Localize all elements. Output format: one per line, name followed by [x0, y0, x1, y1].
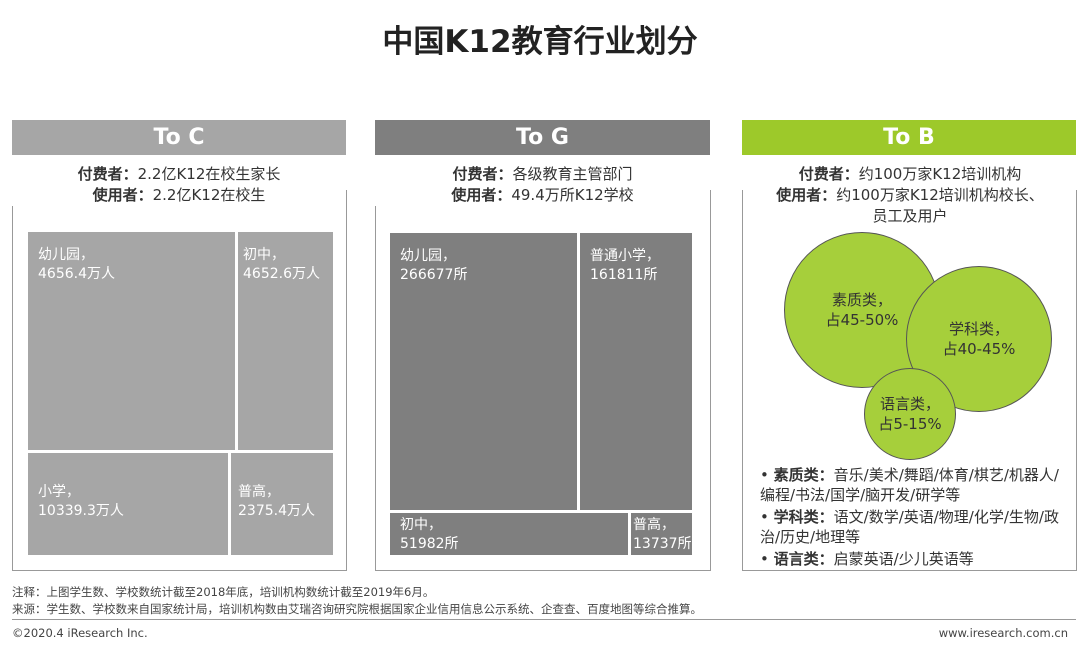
- frame: [742, 190, 1077, 571]
- bullets: • 素质类：音乐/美术/舞蹈/体育/棋艺/机器人/编程/书法/国学/脑开发/研学…: [760, 465, 1060, 569]
- cell-name: 普高，: [238, 484, 280, 500]
- bullet-label: 素质类：: [773, 466, 834, 484]
- cell-name: 普通小学，: [590, 248, 660, 264]
- label: 使用者：: [451, 186, 512, 204]
- bullet-label: 学科类：: [773, 508, 834, 526]
- label: 付费者：: [798, 165, 859, 183]
- cell: 初中， 4652.6万人: [238, 232, 333, 450]
- cell-name: 普高，: [633, 517, 675, 533]
- text: 2.2亿K12在校生家长: [137, 165, 281, 183]
- payer-user: 付费者：约100万家K12培训机构 使用者：约100万家K12培训机构校长、员工…: [770, 164, 1050, 227]
- cell-name: 初中，: [243, 247, 285, 263]
- cell-value: 2375.4万人: [238, 503, 315, 519]
- circle-name: 素质类，: [831, 291, 892, 309]
- copyright: ©2020.4 iResearch Inc.: [12, 626, 148, 640]
- cell: 幼儿园， 266677所: [390, 233, 577, 510]
- circle-name: 语言类，: [879, 395, 940, 413]
- bullet: • 素质类：音乐/美术/舞蹈/体育/棋艺/机器人/编程/书法/国学/脑开发/研学…: [760, 466, 1059, 504]
- text: 约100万家K12培训机构: [858, 165, 1022, 183]
- bullet: • 学科类：语文/数学/英语/物理/化学/生物/政治/历史/地理等: [760, 508, 1059, 546]
- payer-user: 付费者：2.2亿K12在校生家长 使用者：2.2亿K12在校生: [12, 164, 346, 206]
- cell: 幼儿园， 4656.4万人: [28, 232, 235, 450]
- bullet-label: 语言类：: [773, 550, 834, 568]
- cell: 普高， 13737所: [631, 513, 692, 555]
- header: To B: [742, 120, 1076, 155]
- website: www.iresearch.com.cn: [938, 626, 1068, 640]
- circle-value: 占5-15%: [878, 415, 942, 433]
- text: 49.4万所K12学校: [511, 186, 634, 204]
- cell: 小学， 10339.3万人: [28, 453, 228, 555]
- frame: [375, 190, 711, 571]
- cell: 初中， 51982所: [390, 513, 628, 555]
- circle-value: 占45-50%: [825, 311, 899, 329]
- cell-value: 10339.3万人: [38, 503, 124, 519]
- label: 付费者：: [77, 165, 138, 183]
- note: 注释：上图学生数、学校数统计截至2018年底，培训机构数统计截至2019年6月。: [12, 585, 435, 599]
- divider: [12, 619, 1076, 620]
- circle: 学科类， 占40-45%: [906, 266, 1052, 412]
- frame: [12, 190, 347, 571]
- circle: 语言类， 占5-15%: [864, 368, 956, 460]
- cell-value: 161811所: [590, 267, 658, 283]
- cell-name: 初中，: [400, 517, 442, 533]
- bullet-text: 启蒙英语/少儿英语等: [833, 550, 974, 568]
- header: To G: [375, 120, 710, 155]
- label: 使用者：: [776, 186, 837, 204]
- cell: 普通小学， 161811所: [580, 233, 692, 510]
- bullet: • 语言类：启蒙英语/少儿英语等: [760, 550, 974, 568]
- text: 2.2亿K12在校生: [152, 186, 266, 204]
- label: 付费者：: [452, 165, 513, 183]
- circle-name: 学科类，: [948, 320, 1009, 338]
- cell: 普高， 2375.4万人: [231, 453, 333, 555]
- header: To C: [12, 120, 346, 155]
- cell-name: 幼儿园，: [400, 248, 456, 264]
- label: 使用者：: [92, 186, 153, 204]
- cell-value: 4652.6万人: [243, 266, 320, 282]
- payer-user: 付费者：各级教育主管部门 使用者：49.4万所K12学校: [375, 164, 710, 206]
- cell-name: 幼儿园，: [38, 247, 94, 263]
- cell-name: 小学，: [38, 484, 80, 500]
- title: 中国K12教育行业划分: [382, 24, 698, 60]
- source: 来源：学生数、学校数来自国家统计局，培训机构数由艾瑞咨询研究院根据国家企业信用信…: [12, 602, 702, 616]
- text: 各级教育主管部门: [512, 165, 633, 183]
- cell-value: 13737所: [633, 536, 692, 552]
- bullet-text: 音乐/美术/舞蹈/体育/棋艺/机器人/编程/书法/国学/脑开发/研学等: [760, 466, 1059, 504]
- cell-value: 4656.4万人: [38, 266, 115, 282]
- bullet-text: 语文/数学/英语/物理/化学/生物/政治/历史/地理等: [760, 508, 1059, 546]
- circle-value: 占40-45%: [942, 340, 1016, 358]
- text: 约100万家K12培训机构校长、员工及用户: [836, 186, 1044, 225]
- cell-value: 266677所: [400, 267, 468, 283]
- cell-value: 51982所: [400, 536, 459, 552]
